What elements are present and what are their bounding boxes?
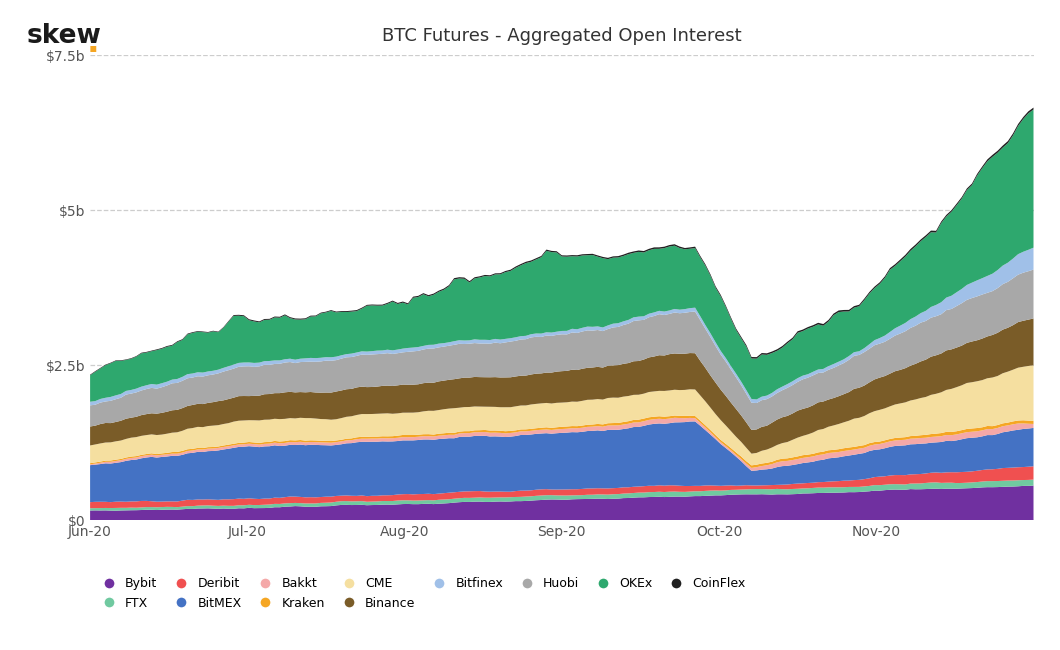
Title: BTC Futures - Aggregated Open Interest: BTC Futures - Aggregated Open Interest xyxy=(382,27,742,46)
Text: .: . xyxy=(87,26,100,59)
Legend: Bybit, FTX, Deribit, BitMEX, Bakkt, Kraken, CME, Binance, Bitfinex, Huobi, OKEx,: Bybit, FTX, Deribit, BitMEX, Bakkt, Krak… xyxy=(96,577,746,610)
Text: skew: skew xyxy=(26,23,102,49)
